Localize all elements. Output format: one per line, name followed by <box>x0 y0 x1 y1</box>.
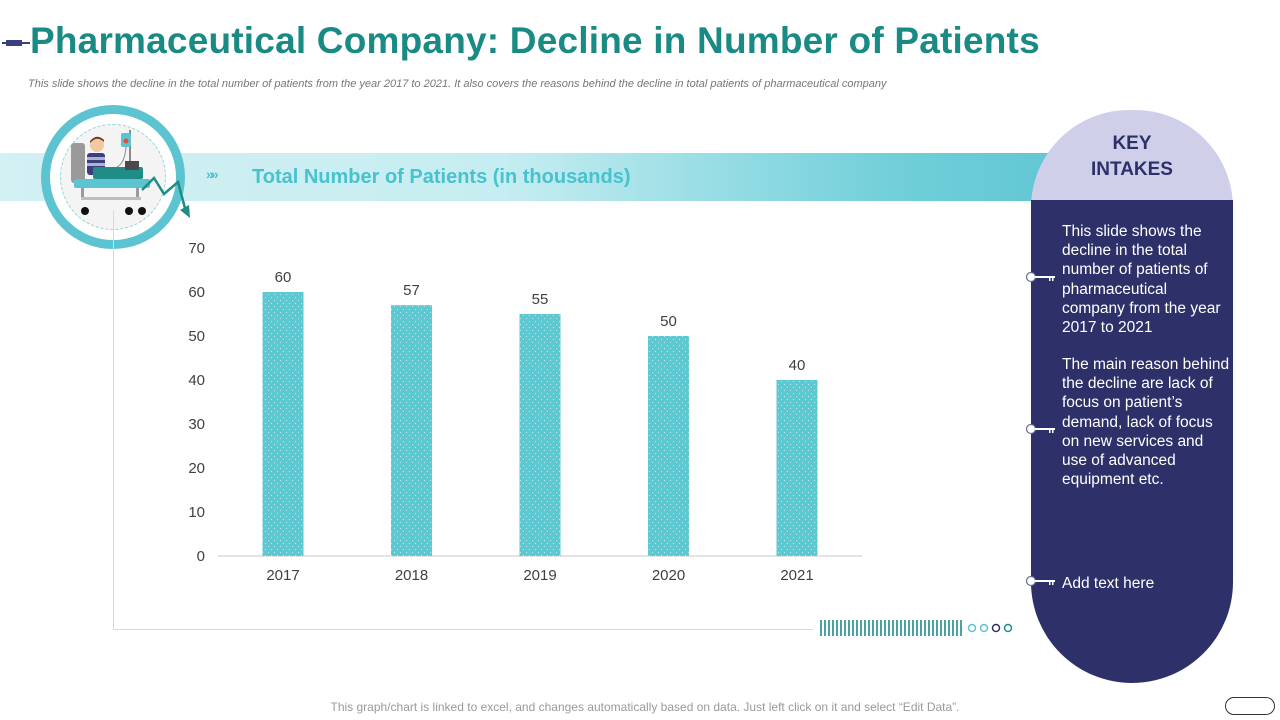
y-tick-label: 40 <box>188 372 205 389</box>
x-tick-label: 2017 <box>266 567 299 584</box>
x-tick-label: 2018 <box>395 567 428 584</box>
y-tick-label: 20 <box>188 460 205 477</box>
x-tick-label: 2021 <box>780 567 813 584</box>
chevrons-icon: »» <box>206 166 218 182</box>
chart-header-band <box>0 153 1120 201</box>
bar <box>648 336 689 556</box>
key-intakes-panel <box>1031 200 1233 683</box>
x-tick-label: 2019 <box>523 567 556 584</box>
nav-pill[interactable] <box>1225 697 1275 715</box>
key-icon <box>1025 271 1055 283</box>
decline-arrow-icon <box>141 176 190 218</box>
y-tick-label: 70 <box>188 240 205 257</box>
key-icon <box>1025 423 1055 435</box>
chart-title: Total Number of Patients (in thousands) <box>252 166 631 188</box>
page-title: Pharmaceutical Company: Decline in Numbe… <box>30 20 1040 61</box>
footer-note: This graph/chart is linked to excel, and… <box>330 700 960 714</box>
data-label: 40 <box>789 357 806 374</box>
bar <box>776 380 818 556</box>
key-icon <box>1025 575 1055 587</box>
bar-chart: 0 10 20 30 40 50 60 70 60 2017 57 2018 55 2019 50 2020 4… <box>188 240 862 584</box>
y-tick-label: 50 <box>188 328 205 345</box>
bar <box>519 314 561 556</box>
data-label: 60 <box>275 269 292 286</box>
key-intake-point-2: The main reason behind the decline are l… <box>1062 356 1230 489</box>
key-intake-point-1: This slide shows the decline in the tota… <box>1062 223 1221 337</box>
syringe-icon <box>2 40 30 46</box>
y-tick-label: 60 <box>188 284 205 301</box>
data-label: 57 <box>403 282 420 299</box>
decorative-stripes <box>820 620 1013 636</box>
key-intakes-heading-line1: KEY <box>1112 133 1152 154</box>
y-tick-label: 10 <box>188 504 205 521</box>
key-intake-point-3[interactable]: Add text here <box>1062 575 1155 592</box>
chart-frame <box>113 210 813 630</box>
y-tick-label: 0 <box>197 548 205 565</box>
x-tick-label: 2020 <box>652 567 685 584</box>
key-intakes-heading-line2: INTAKES <box>1091 159 1173 180</box>
key-intakes-heading: KEY INTAKES <box>1031 131 1233 183</box>
bar <box>262 292 304 556</box>
data-label: 55 <box>532 291 549 308</box>
data-label: 50 <box>660 313 677 330</box>
y-tick-label: 30 <box>188 416 205 433</box>
page-subtitle: This slide shows the decline in the tota… <box>28 78 887 90</box>
bar <box>391 305 432 556</box>
patient-bed-icon <box>71 130 150 215</box>
